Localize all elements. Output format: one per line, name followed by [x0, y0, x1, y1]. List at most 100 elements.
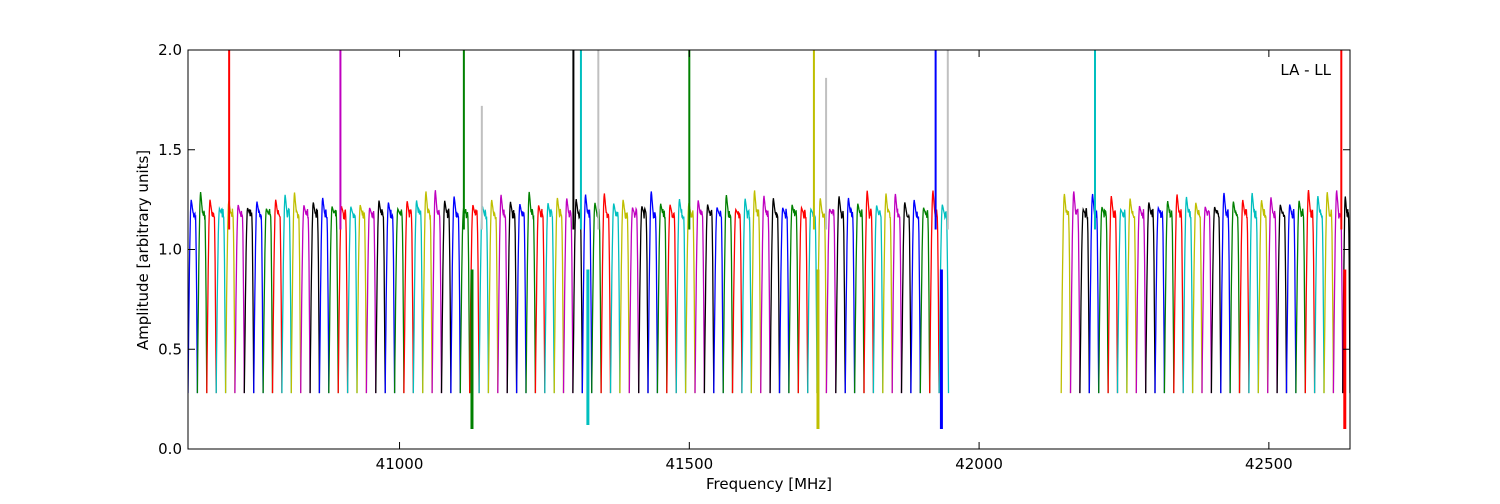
series-line	[309, 202, 321, 394]
series-line	[337, 206, 349, 394]
series-line	[1304, 190, 1316, 394]
series-line	[1342, 196, 1350, 394]
series-line	[271, 199, 283, 394]
plot-frame	[187, 49, 1351, 450]
series-line	[300, 205, 311, 394]
annotation-label: LA - LL	[1280, 61, 1331, 79]
series-line	[722, 195, 734, 394]
series-line	[750, 190, 762, 394]
series-line	[422, 191, 433, 394]
y-tick-label: 1.0	[158, 241, 182, 259]
series-line	[459, 207, 471, 394]
series-line	[1257, 200, 1269, 394]
series-line	[553, 197, 565, 394]
y-tick-label: 2.0	[158, 41, 182, 59]
series-line	[1201, 206, 1213, 394]
series-line	[262, 208, 274, 394]
series-line	[1182, 196, 1194, 394]
series-line	[196, 192, 208, 394]
x-tick-label: 42000	[955, 455, 1003, 473]
series-line	[346, 206, 358, 394]
series-line	[919, 207, 931, 394]
series-line	[797, 205, 809, 394]
series-layer	[188, 50, 1350, 430]
series-line	[1276, 204, 1288, 394]
series-line	[469, 204, 480, 394]
series-line	[609, 203, 621, 394]
series-line	[281, 194, 292, 394]
series-line	[1107, 196, 1119, 394]
series-line	[403, 201, 414, 394]
series-line	[694, 200, 706, 394]
series-line	[1060, 193, 1072, 394]
series-line	[1267, 197, 1278, 394]
series-line	[224, 201, 236, 394]
series-line	[1069, 191, 1081, 394]
series-line	[835, 196, 846, 394]
series-line	[1210, 206, 1222, 394]
series-line	[656, 203, 668, 394]
x-axis-label: Frequency [MHz]	[706, 475, 832, 493]
y-tick-label: 1.5	[158, 141, 182, 159]
series-line	[328, 206, 339, 394]
series-line	[591, 202, 602, 394]
series-line	[1285, 204, 1297, 394]
series-line	[778, 207, 790, 394]
series-line	[844, 197, 856, 394]
series-line	[816, 198, 828, 394]
x-tick-label: 41000	[376, 455, 424, 473]
series-line	[1313, 196, 1325, 394]
series-line	[1116, 207, 1128, 394]
series-line	[188, 199, 199, 394]
series-line	[872, 205, 884, 394]
series-line	[638, 206, 649, 394]
series-line	[900, 202, 912, 394]
series-line	[1135, 205, 1147, 394]
series-line	[290, 192, 302, 394]
ticks-layer: 41000 41500 42000 42500 0.0 0.5 1.0 1.5 2.0	[158, 41, 1350, 473]
series-line	[440, 200, 452, 394]
series-line	[1145, 202, 1156, 394]
series-line	[1126, 198, 1137, 394]
series-line	[1163, 201, 1175, 394]
series-line	[666, 204, 677, 394]
series-line	[497, 194, 508, 394]
series-line	[365, 207, 377, 394]
series-line	[863, 190, 875, 394]
series-line	[910, 199, 921, 394]
series-line	[356, 204, 368, 394]
series-line	[600, 193, 612, 394]
series-line	[731, 207, 743, 394]
series-line	[215, 206, 227, 394]
series-line	[1098, 206, 1109, 394]
series-line	[581, 194, 593, 394]
series-line	[450, 196, 461, 394]
series-line	[206, 199, 217, 394]
series-line	[544, 203, 555, 394]
series-line	[825, 208, 837, 394]
series-line	[675, 199, 687, 394]
series-line	[506, 201, 518, 394]
series-line	[253, 201, 264, 394]
series-line	[1229, 201, 1241, 394]
series-line	[1173, 194, 1184, 394]
series-line	[628, 206, 640, 394]
series-line	[1295, 200, 1306, 394]
series-line	[384, 202, 396, 394]
series-line	[487, 199, 499, 394]
series-line	[1238, 199, 1250, 394]
series-line	[647, 191, 659, 394]
series-line	[929, 190, 940, 394]
series-line	[412, 200, 424, 394]
series-line	[1248, 192, 1259, 394]
series-line	[741, 198, 752, 394]
series-line	[534, 205, 546, 394]
series-line	[1220, 192, 1231, 394]
series-line	[562, 198, 574, 394]
series-line	[853, 203, 865, 394]
series-line	[619, 199, 630, 394]
x-tick-label: 42500	[1245, 455, 1293, 473]
series-line	[393, 206, 405, 394]
series-line	[243, 207, 255, 394]
